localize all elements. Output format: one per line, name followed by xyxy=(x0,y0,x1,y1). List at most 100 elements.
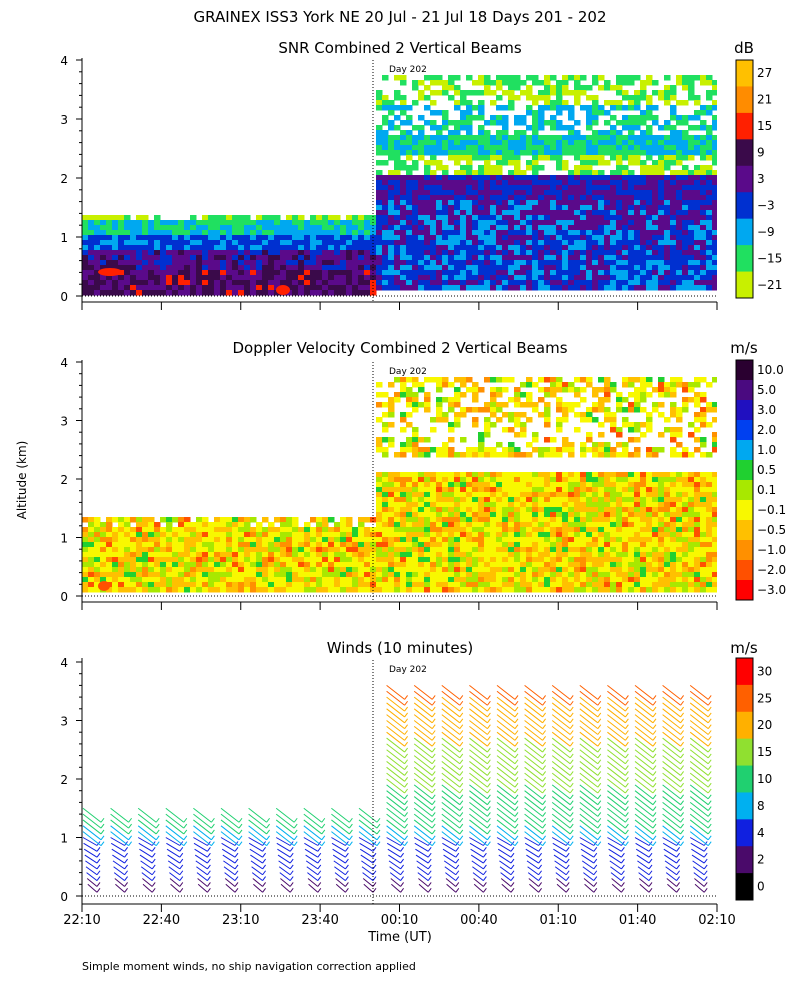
snr-cell xyxy=(112,280,119,286)
doppler-cell xyxy=(334,527,341,533)
doppler-cell xyxy=(628,427,635,433)
snr-cell xyxy=(490,135,497,141)
snr-cell xyxy=(484,235,491,241)
snr-cell xyxy=(460,285,467,291)
snr-cell xyxy=(304,260,311,266)
snr-cell xyxy=(364,280,371,286)
snr-cell xyxy=(670,285,677,291)
snr-cell xyxy=(346,285,353,291)
snr-cell xyxy=(124,280,131,286)
doppler-cell xyxy=(406,377,413,383)
snr-cell xyxy=(628,255,635,261)
snr-cell xyxy=(490,250,497,256)
doppler-cell xyxy=(616,577,623,583)
colorbar-unit-winds: m/s xyxy=(730,639,758,657)
snr-cell xyxy=(484,195,491,201)
snr-cell xyxy=(196,285,203,291)
doppler-cell xyxy=(580,522,587,528)
snr-cell xyxy=(508,265,515,271)
snr-cell xyxy=(154,270,161,276)
snr-cell xyxy=(418,155,425,161)
snr-cell xyxy=(388,205,395,211)
doppler-cell xyxy=(400,447,407,453)
doppler-cell xyxy=(478,482,485,488)
snr-cell xyxy=(118,220,125,226)
snr-cell xyxy=(610,150,617,156)
snr-cell xyxy=(394,125,401,131)
snr-cell xyxy=(604,280,611,286)
snr-cell xyxy=(262,265,269,271)
doppler-cell xyxy=(466,587,473,593)
doppler-cell xyxy=(424,557,431,563)
doppler-cell xyxy=(580,447,587,453)
snr-cell xyxy=(604,260,611,266)
snr-cell xyxy=(394,225,401,231)
snr-cell xyxy=(244,255,251,261)
snr-cell xyxy=(550,135,557,141)
snr-cell xyxy=(670,150,677,156)
snr-cell xyxy=(178,260,185,266)
snr-cell xyxy=(436,185,443,191)
snr-cell xyxy=(454,140,461,146)
doppler-cell xyxy=(118,532,125,538)
doppler-cell xyxy=(412,582,419,588)
snr-cell xyxy=(448,245,455,251)
doppler-cell xyxy=(226,562,233,568)
snr-cell xyxy=(406,200,413,206)
doppler-cell xyxy=(142,522,149,528)
snr-cell xyxy=(538,150,545,156)
snr-cell xyxy=(658,185,665,191)
doppler-cell xyxy=(562,547,569,553)
doppler-cell xyxy=(352,562,359,568)
snr-cell xyxy=(298,230,305,236)
snr-cell xyxy=(406,255,413,261)
snr-cell xyxy=(688,215,695,221)
snr-cell xyxy=(616,205,623,211)
snr-cell xyxy=(262,245,269,251)
doppler-cell xyxy=(562,527,569,533)
snr-cell xyxy=(670,195,677,201)
snr-cell xyxy=(100,275,107,281)
snr-cell xyxy=(154,245,161,251)
snr-cell xyxy=(526,250,533,256)
doppler-cell xyxy=(628,422,635,428)
snr-cell xyxy=(514,95,521,101)
doppler-cell xyxy=(622,587,629,593)
doppler-cell xyxy=(394,472,401,478)
snr-cell xyxy=(436,280,443,286)
doppler-cell xyxy=(580,497,587,503)
doppler-cell xyxy=(466,507,473,513)
snr-cell xyxy=(484,185,491,191)
doppler-cell xyxy=(628,502,635,508)
doppler-cell xyxy=(418,582,425,588)
doppler-cell xyxy=(562,537,569,543)
doppler-cell xyxy=(454,587,461,593)
snr-cell xyxy=(616,130,623,136)
snr-cell xyxy=(160,230,167,236)
snr-cell xyxy=(628,225,635,231)
doppler-cell xyxy=(334,552,341,558)
doppler-cell xyxy=(244,522,251,528)
snr-cell xyxy=(508,95,515,101)
doppler-cell xyxy=(610,497,617,503)
doppler-cell xyxy=(484,512,491,518)
doppler-cell xyxy=(220,582,227,588)
snr-cell xyxy=(292,270,299,276)
doppler-cell xyxy=(634,422,641,428)
snr-cell xyxy=(406,135,413,141)
snr-cell xyxy=(478,210,485,216)
snr-cell xyxy=(478,245,485,251)
doppler-cell xyxy=(484,482,491,488)
snr-cell xyxy=(172,265,179,271)
doppler-cell xyxy=(556,537,563,543)
snr-cell xyxy=(700,255,707,261)
snr-cell xyxy=(604,135,611,141)
doppler-cell xyxy=(490,527,497,533)
doppler-cell xyxy=(472,562,479,568)
doppler-cell xyxy=(460,392,467,398)
snr-cell xyxy=(364,215,371,221)
doppler-cell xyxy=(238,552,245,558)
doppler-cell xyxy=(448,567,455,573)
snr-cell xyxy=(622,210,629,216)
snr-cell xyxy=(646,180,653,186)
